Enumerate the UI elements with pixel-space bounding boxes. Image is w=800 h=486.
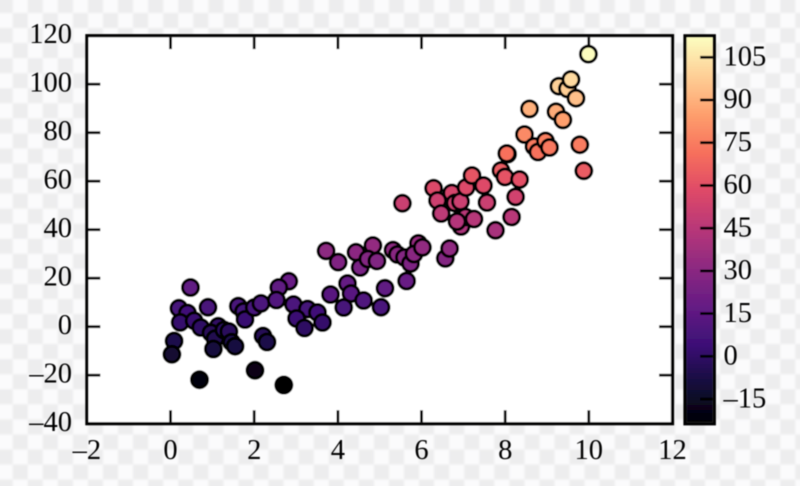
svg-text:80: 80 [44,116,73,147]
svg-text:60: 60 [724,170,753,201]
svg-text:45: 45 [724,212,753,243]
svg-text:10: 10 [575,435,604,466]
svg-text:30: 30 [724,255,753,286]
svg-text:2: 2 [247,435,261,466]
svg-text:105: 105 [724,42,767,73]
svg-text:0: 0 [163,435,177,466]
svg-text:20: 20 [44,261,73,292]
svg-text:6: 6 [414,435,428,466]
svg-text:–15: –15 [723,383,767,414]
svg-text:90: 90 [724,84,753,115]
svg-text:40: 40 [44,213,73,244]
svg-text:–40: –40 [28,407,72,438]
svg-text:8: 8 [498,435,512,466]
svg-text:120: 120 [29,19,72,50]
svg-text:0: 0 [724,341,738,372]
svg-text:100: 100 [29,67,72,98]
svg-text:–2: –2 [72,435,102,466]
svg-text:75: 75 [724,127,753,158]
svg-text:12: 12 [658,435,687,466]
svg-text:0: 0 [58,310,72,341]
svg-text:15: 15 [724,298,753,329]
svg-text:60: 60 [44,164,73,195]
svg-text:–20: –20 [28,358,72,389]
svg-text:4: 4 [331,435,345,466]
